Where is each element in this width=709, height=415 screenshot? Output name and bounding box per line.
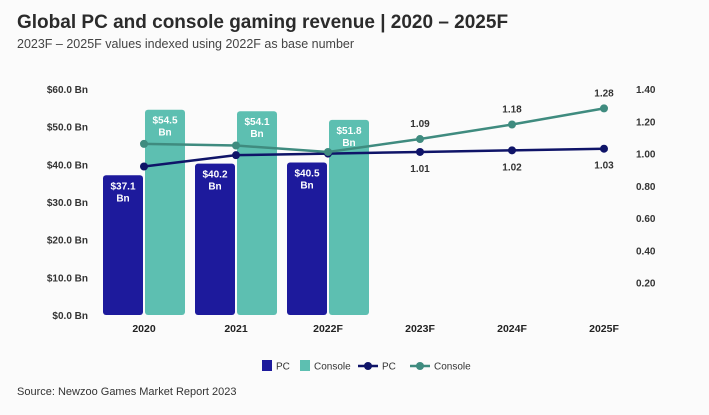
point-console — [140, 139, 148, 148]
x-axis-tick: 2020 — [132, 323, 156, 335]
left-axis-tick: $30.0 Bn — [47, 198, 88, 209]
point-console — [508, 120, 516, 129]
bar-console — [329, 119, 369, 316]
bar-label-value: $54.5 — [152, 116, 177, 127]
bar-label-value: $37.1 — [110, 181, 135, 192]
x-axis-tick: 2021 — [224, 323, 248, 335]
left-axis-tick: $40.0 Bn — [47, 160, 88, 171]
bar-label-unit: Bn — [342, 138, 355, 149]
right-axis-tick: 1.00 — [636, 150, 656, 161]
right-axis-tick: 0.20 — [636, 279, 656, 290]
point-console — [416, 135, 424, 144]
x-axis-tick: 2023F — [405, 323, 435, 335]
line-pc — [143, 147, 605, 168]
right-axis-tick: 0.80 — [636, 182, 656, 193]
left-axis-tick: $0.0 Bn — [52, 311, 88, 322]
bar-label-unit: Bn — [250, 129, 263, 140]
point-pc — [508, 146, 516, 155]
bar-label-value: $51.8 — [336, 126, 361, 137]
legend-marker — [364, 362, 372, 370]
x-axis-tick: 2024F — [497, 323, 527, 335]
bar-label-unit: Bn — [300, 180, 313, 191]
left-axis-tick: $50.0 Bn — [47, 123, 88, 134]
left-axis-tick: $60.0 Bn — [47, 85, 88, 96]
legend-label: PC — [276, 362, 290, 373]
line-data-label: 1.01 — [410, 164, 430, 175]
bar-pc — [287, 162, 327, 315]
bar-pc — [195, 163, 235, 315]
bar-label-unit: Bn — [158, 128, 171, 139]
x-axis-tick: 2025F — [589, 323, 619, 335]
point-console — [324, 147, 332, 156]
bar-pc — [103, 175, 143, 315]
legend-label: Console — [434, 362, 471, 373]
legend-label: Console — [314, 362, 351, 373]
point-pc — [600, 144, 608, 153]
x-axis-tick: 2022F — [313, 323, 343, 335]
right-axis-tick: 1.40 — [636, 85, 656, 96]
source-note: Source: Newzoo Games Market Report 2023 — [17, 386, 237, 398]
legend-swatch — [262, 360, 272, 371]
legend-marker — [416, 362, 424, 370]
left-axis-tick: $20.0 Bn — [47, 236, 88, 247]
point-console — [600, 104, 608, 113]
bar-label-value: $54.1 — [244, 117, 269, 128]
bar-label-unit: Bn — [116, 193, 129, 204]
bar-label-unit: Bn — [208, 182, 221, 193]
chart-subtitle: 2023F – 2025F values indexed using 2022F… — [17, 37, 355, 51]
line-data-label: 1.02 — [502, 162, 522, 173]
bar-console — [145, 109, 185, 315]
legend-swatch — [300, 360, 310, 371]
line-console — [143, 107, 605, 154]
bar-label-value: $40.5 — [294, 168, 319, 179]
bar-console — [237, 111, 277, 316]
right-axis-tick: 0.60 — [636, 214, 656, 225]
point-pc — [232, 151, 240, 160]
bar-label-value: $40.2 — [202, 170, 227, 181]
point-pc — [416, 147, 424, 156]
point-pc — [140, 162, 148, 171]
right-axis-tick: 1.20 — [636, 117, 656, 128]
point-console — [232, 141, 240, 150]
left-axis-tick: $10.0 Bn — [47, 273, 88, 284]
right-axis-tick: 0.40 — [636, 246, 656, 257]
line-data-label: 1.09 — [410, 119, 430, 130]
line-data-label: 1.18 — [502, 105, 522, 116]
legend-label: PC — [382, 362, 396, 373]
line-data-label: 1.28 — [594, 88, 614, 99]
line-data-label: 1.03 — [594, 161, 614, 172]
chart-title: Global PC and console gaming revenue | 2… — [17, 12, 509, 33]
